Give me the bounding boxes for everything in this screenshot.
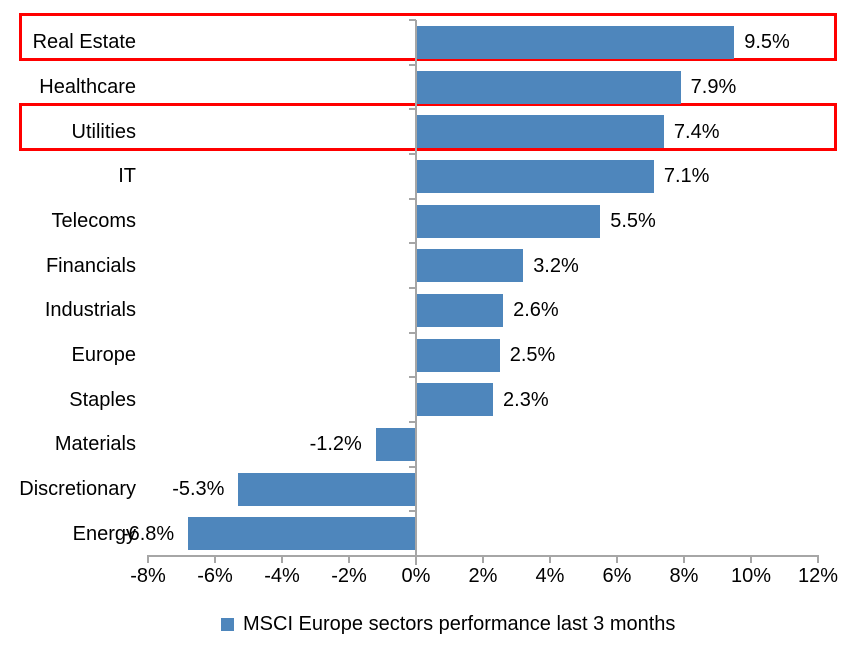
x-axis-tick: [348, 556, 350, 563]
bar: [416, 338, 500, 372]
y-axis-tick: [409, 108, 416, 111]
value-label: 9.5%: [744, 31, 790, 54]
value-label: -5.3%: [172, 478, 225, 500]
category-label: Real Estate: [32, 31, 136, 54]
y-axis-tick: [409, 510, 416, 513]
value-label: 2.3%: [503, 388, 549, 411]
x-axis-tick-label: 6%: [602, 565, 632, 587]
legend-swatch-icon: [221, 617, 234, 631]
value-label: 7.1%: [663, 165, 710, 188]
bar: [416, 204, 601, 238]
highlight-box: [19, 102, 837, 151]
y-axis-tick: [409, 555, 416, 557]
x-axis-tick: [750, 556, 752, 563]
x-axis-tick-label: 0%: [401, 565, 431, 587]
y-axis-tick: [409, 63, 416, 66]
x-axis-tick: [616, 556, 618, 563]
legend-label: MSCI Europe sectors performance last 3 m…: [243, 613, 676, 635]
y-axis-tick: [409, 421, 416, 423]
x-axis-tick-label: 4%: [535, 565, 565, 587]
x-axis-tick-label: -4%: [264, 565, 300, 587]
bar: [416, 383, 494, 417]
bar: [416, 115, 664, 149]
bar: [416, 70, 681, 104]
x-axis-tick: [147, 556, 149, 563]
x-axis-tick-label: 10%: [730, 565, 772, 587]
value-label: 3.2%: [533, 254, 579, 277]
y-axis-tick: [409, 19, 416, 21]
value-label: -1.2%: [309, 433, 362, 456]
bar: [238, 472, 416, 506]
y-axis-tick: [409, 197, 416, 200]
x-axis-tick: [549, 556, 551, 563]
category-label: Financials: [45, 254, 136, 277]
x-axis-tick: [281, 556, 283, 563]
highlight-box: [19, 13, 837, 62]
category-label: Materials: [54, 433, 136, 456]
x-axis-tick: [817, 556, 819, 563]
y-axis-line: [415, 20, 417, 565]
category-label: Healthcare: [39, 76, 136, 98]
category-label: IT: [118, 165, 136, 188]
bar: [416, 293, 504, 327]
category-label: Staples: [69, 388, 136, 411]
bar: [416, 249, 524, 283]
value-label: 7.4%: [673, 120, 720, 143]
category-label: Discretionary: [19, 478, 136, 500]
value-label: -6.8%: [121, 522, 175, 545]
x-axis-tick: [683, 556, 685, 563]
category-label: Europe: [71, 344, 137, 366]
y-axis-tick: [409, 153, 416, 155]
category-label: Utilities: [71, 120, 136, 143]
x-axis-tick-label: -6%: [197, 565, 233, 587]
category-label: Industrials: [44, 299, 136, 322]
x-axis-tick-label: -8%: [130, 565, 166, 587]
bar: [416, 25, 735, 59]
x-axis-tick-label: -2%: [331, 565, 367, 587]
legend: MSCI Europe sectors performance last 3 m…: [221, 612, 675, 636]
x-axis-tick-label: 2%: [468, 565, 498, 587]
y-axis-tick: [409, 465, 416, 468]
category-label: Telecoms: [51, 210, 136, 232]
y-axis-tick: [409, 331, 416, 334]
category-label: Energy: [72, 522, 136, 545]
bar: [188, 517, 416, 551]
x-axis-tick: [482, 556, 484, 563]
y-axis-tick: [409, 242, 416, 245]
x-axis-tick: [214, 556, 216, 563]
value-label: 2.6%: [513, 299, 559, 322]
bar: [416, 159, 654, 193]
y-axis-tick: [409, 376, 416, 379]
value-label: 2.5%: [509, 344, 556, 366]
x-axis-tick-label: 12%: [797, 565, 839, 587]
value-label: 5.5%: [610, 210, 656, 232]
x-axis-tick-label: 8%: [669, 565, 699, 587]
bar: [375, 427, 416, 461]
y-axis-tick: [409, 287, 416, 289]
value-label: 7.9%: [690, 76, 737, 98]
